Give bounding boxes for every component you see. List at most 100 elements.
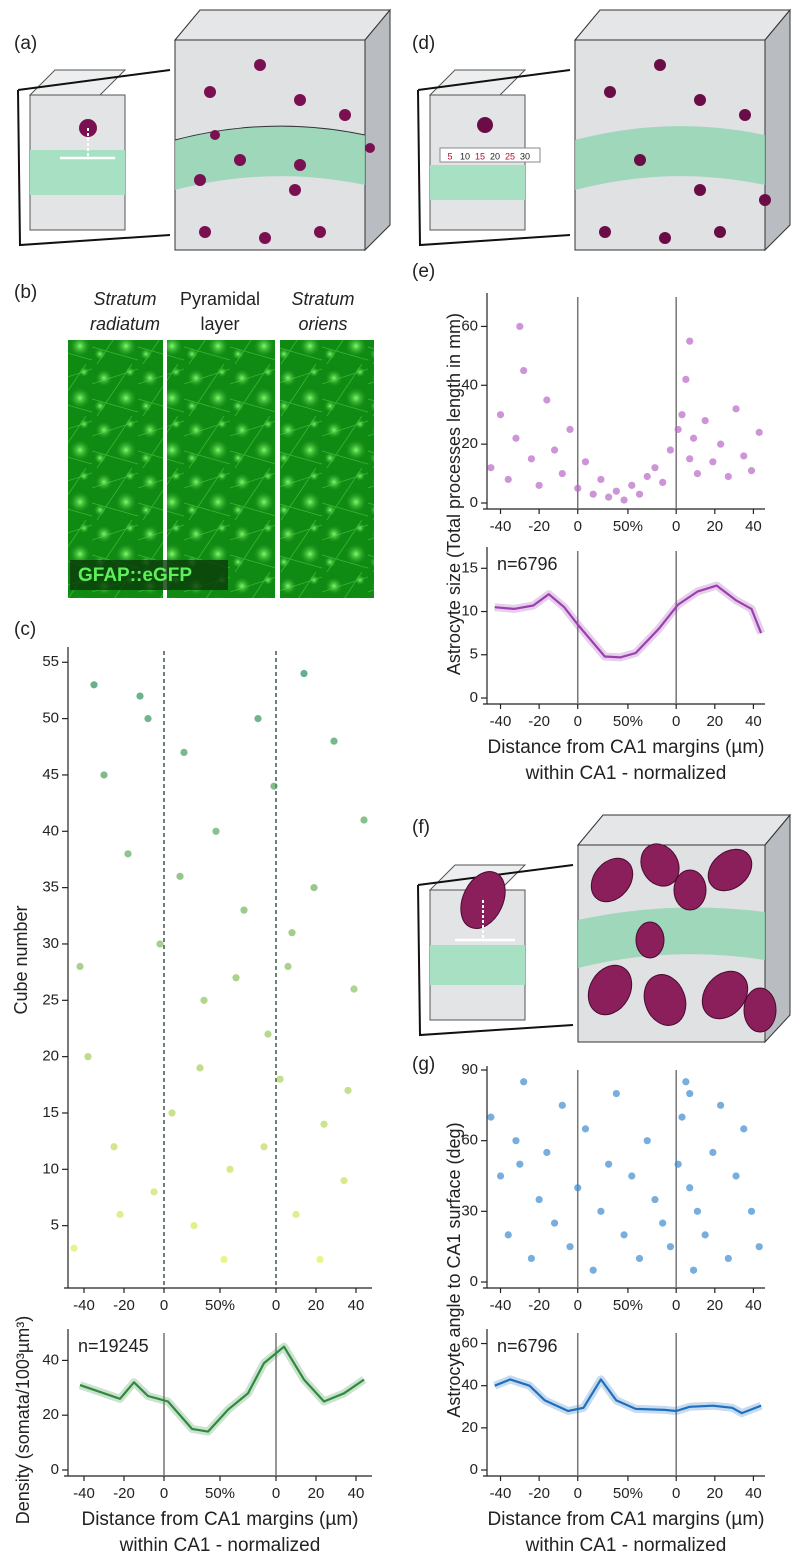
column-label: radiatum [90, 314, 160, 334]
x-tick-label: 0 [160, 1297, 168, 1314]
point [755, 428, 763, 436]
y-tick-label: 10 [42, 1160, 59, 1177]
x-tick-label: 20 [706, 1297, 723, 1314]
point [689, 434, 698, 442]
point [659, 1219, 667, 1227]
point [678, 1113, 686, 1121]
point [716, 440, 725, 448]
point [232, 974, 240, 982]
point [168, 1109, 176, 1117]
x-tick-label: -40 [490, 518, 512, 535]
point [740, 1125, 748, 1133]
point [612, 487, 620, 495]
panel-label: (b) [14, 282, 37, 303]
series-line [79, 1345, 365, 1433]
x-axis-label: Distance from CA1 margins (µm) [81, 1509, 358, 1530]
annotation: n=6796 [497, 554, 558, 574]
ruler-label: 15 [475, 151, 485, 161]
point [156, 940, 164, 948]
series-band [494, 581, 765, 662]
point [310, 884, 318, 892]
point [666, 1243, 675, 1251]
y-tick-label: 55 [42, 653, 59, 670]
point [520, 1078, 528, 1086]
point [724, 1254, 732, 1263]
panel-label: (e) [412, 261, 435, 282]
y-tick-label: 60 [461, 1335, 478, 1352]
x-tick-label: 50% [613, 1485, 643, 1502]
point [100, 771, 108, 779]
ruler-label: 10 [460, 151, 470, 161]
x-axis-label: Distance from CA1 margins (µm) [487, 1509, 764, 1530]
point [220, 1255, 228, 1264]
x-tick-label: -40 [73, 1485, 95, 1502]
y-tick-label: 35 [42, 879, 59, 896]
point [620, 1231, 628, 1239]
point [292, 1210, 300, 1218]
x-tick-label: 0 [574, 1485, 582, 1502]
point [701, 1231, 709, 1239]
y-tick-label: 90 [461, 1061, 478, 1078]
illustration-d [417, 8, 792, 252]
point [724, 472, 732, 481]
point [651, 1195, 659, 1204]
point [254, 715, 262, 723]
point [527, 1254, 536, 1263]
point [635, 1254, 644, 1263]
point [136, 692, 144, 700]
x-tick-label: 0 [574, 518, 582, 535]
point [190, 1222, 198, 1230]
x-tick-label: 40 [348, 1485, 365, 1502]
point [628, 1172, 636, 1180]
point [520, 366, 528, 375]
x-tick-label: -20 [528, 1297, 550, 1314]
point [635, 490, 644, 498]
point [674, 1160, 682, 1168]
point [535, 481, 543, 489]
point [643, 472, 651, 481]
point [716, 1101, 725, 1109]
x-tick-label: -40 [490, 713, 512, 730]
x-axis-label: Distance from CA1 margins (µm) [487, 737, 764, 758]
point [747, 467, 756, 475]
y-tick-label: 5 [51, 1217, 59, 1234]
point [740, 452, 748, 460]
point [288, 929, 296, 937]
x-tick-label: 50% [613, 1297, 643, 1314]
x-tick-label: 40 [745, 713, 762, 730]
x-tick-label: 40 [745, 518, 762, 535]
point [686, 337, 694, 345]
x-tick-label: 20 [706, 713, 723, 730]
x-tick-label: 0 [574, 1297, 582, 1314]
panel-label: (d) [412, 33, 435, 54]
point [180, 748, 188, 757]
y-tick-label: 30 [461, 1202, 478, 1219]
x-tick-label: 0 [672, 518, 680, 535]
point [504, 475, 512, 484]
point [284, 962, 292, 971]
ruler-label: 25 [505, 151, 515, 161]
point [512, 434, 520, 442]
point [300, 669, 308, 678]
y-tick-label: 60 [461, 317, 478, 334]
y-tick-label: 20 [42, 1406, 59, 1423]
y-tick-label: 0 [470, 689, 478, 706]
point [589, 490, 597, 498]
panel-label: (c) [14, 619, 36, 640]
point [755, 1243, 763, 1251]
point [682, 375, 690, 383]
annotation: n=19245 [78, 1336, 149, 1356]
x-tick-label: 20 [706, 1485, 723, 1502]
chart: 0 5 10 15 -40 -20 0 50% 0 20 40 n=6796 Distance from… [461, 547, 765, 784]
series-line [494, 584, 763, 659]
column-label: layer [200, 314, 239, 334]
x-axis-label: within CA1 - normalized [119, 1535, 321, 1556]
y-tick-label: 40 [461, 376, 478, 393]
point [701, 417, 709, 425]
y-tick-label: 0 [51, 1461, 59, 1478]
marker-label: GFAP::eGFP [78, 565, 192, 586]
point [344, 1086, 352, 1095]
chart: 0 20 40 60 -40 -20 0 50% 0 20 40 n=6796 Distance fro… [461, 1329, 765, 1556]
